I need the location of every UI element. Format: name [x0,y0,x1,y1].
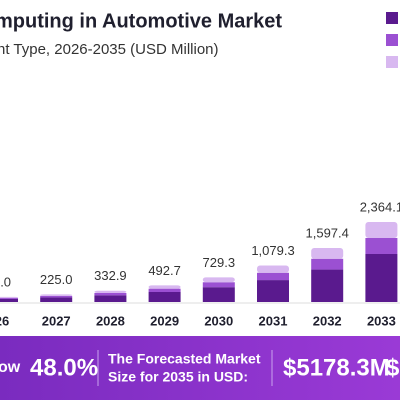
total-label: 2,364.1 [360,199,400,214]
bar-segment [257,280,289,302]
x-tick-label: 2030 [204,313,233,328]
legend-swatch [386,56,398,68]
bar-segment [365,237,398,254]
bar-segment [40,294,73,296]
banner-lead: ow [0,359,21,376]
bar-segment [148,288,181,292]
bar-segment [94,290,127,293]
bar-segment [148,285,181,289]
bar-segment [202,282,235,288]
total-label: 2.0 [0,274,11,289]
bar-segment [311,258,344,270]
chart-subtitle: nt Type, 2026-2035 (USD Million) [0,41,219,58]
total-label: 332.9 [94,268,127,283]
total-label: 492.7 [148,263,181,278]
x-tick-label: 2029 [150,313,179,328]
bar-segment [311,269,344,302]
chart-title: mputing in Automotive Market [0,10,282,32]
banner-text: Size for 2035 in USD: [108,369,248,385]
bar-segment [148,291,181,302]
total-label: 729.3 [203,255,236,270]
total-label: 225.0 [40,272,73,287]
legend-swatch [386,12,398,24]
x-tick-label: 2027 [42,313,71,328]
x-tick-label: 2033 [367,313,396,328]
total-label: 1,079.3 [251,243,294,258]
x-tick-label: 2032 [313,313,342,328]
bar-segment [202,277,235,283]
x-tick-label: 2031 [259,313,288,328]
bar-segment [257,272,289,281]
bar-segment [94,295,127,302]
bar-segment [40,297,73,302]
bar-segment [365,222,398,238]
bar-segment [0,296,18,298]
x-tick-label: 2028 [96,313,125,328]
bar-segment [0,298,18,302]
legend [386,12,398,68]
x-tick-label: 26 [0,313,9,328]
bar-segment [0,297,18,299]
bar-segment [365,253,398,302]
banner-text: The Forecasted Market [108,351,261,367]
bar-segment [311,247,344,259]
bar-segment [202,287,235,302]
legend-swatch [386,34,398,46]
plot: 2.0 26 225.0 2027 332.9 2028 492.7 2029 729.3 203… [0,199,400,328]
banner-size: $5178.3M [283,354,390,381]
bar-segment [257,265,289,273]
banner [0,336,400,400]
bar-segment [40,295,73,298]
bar-segment [94,292,127,296]
banner-tail: $ [386,354,400,381]
banner-cagr: 48.0% [30,354,98,381]
total-label: 1,597.4 [306,225,349,240]
